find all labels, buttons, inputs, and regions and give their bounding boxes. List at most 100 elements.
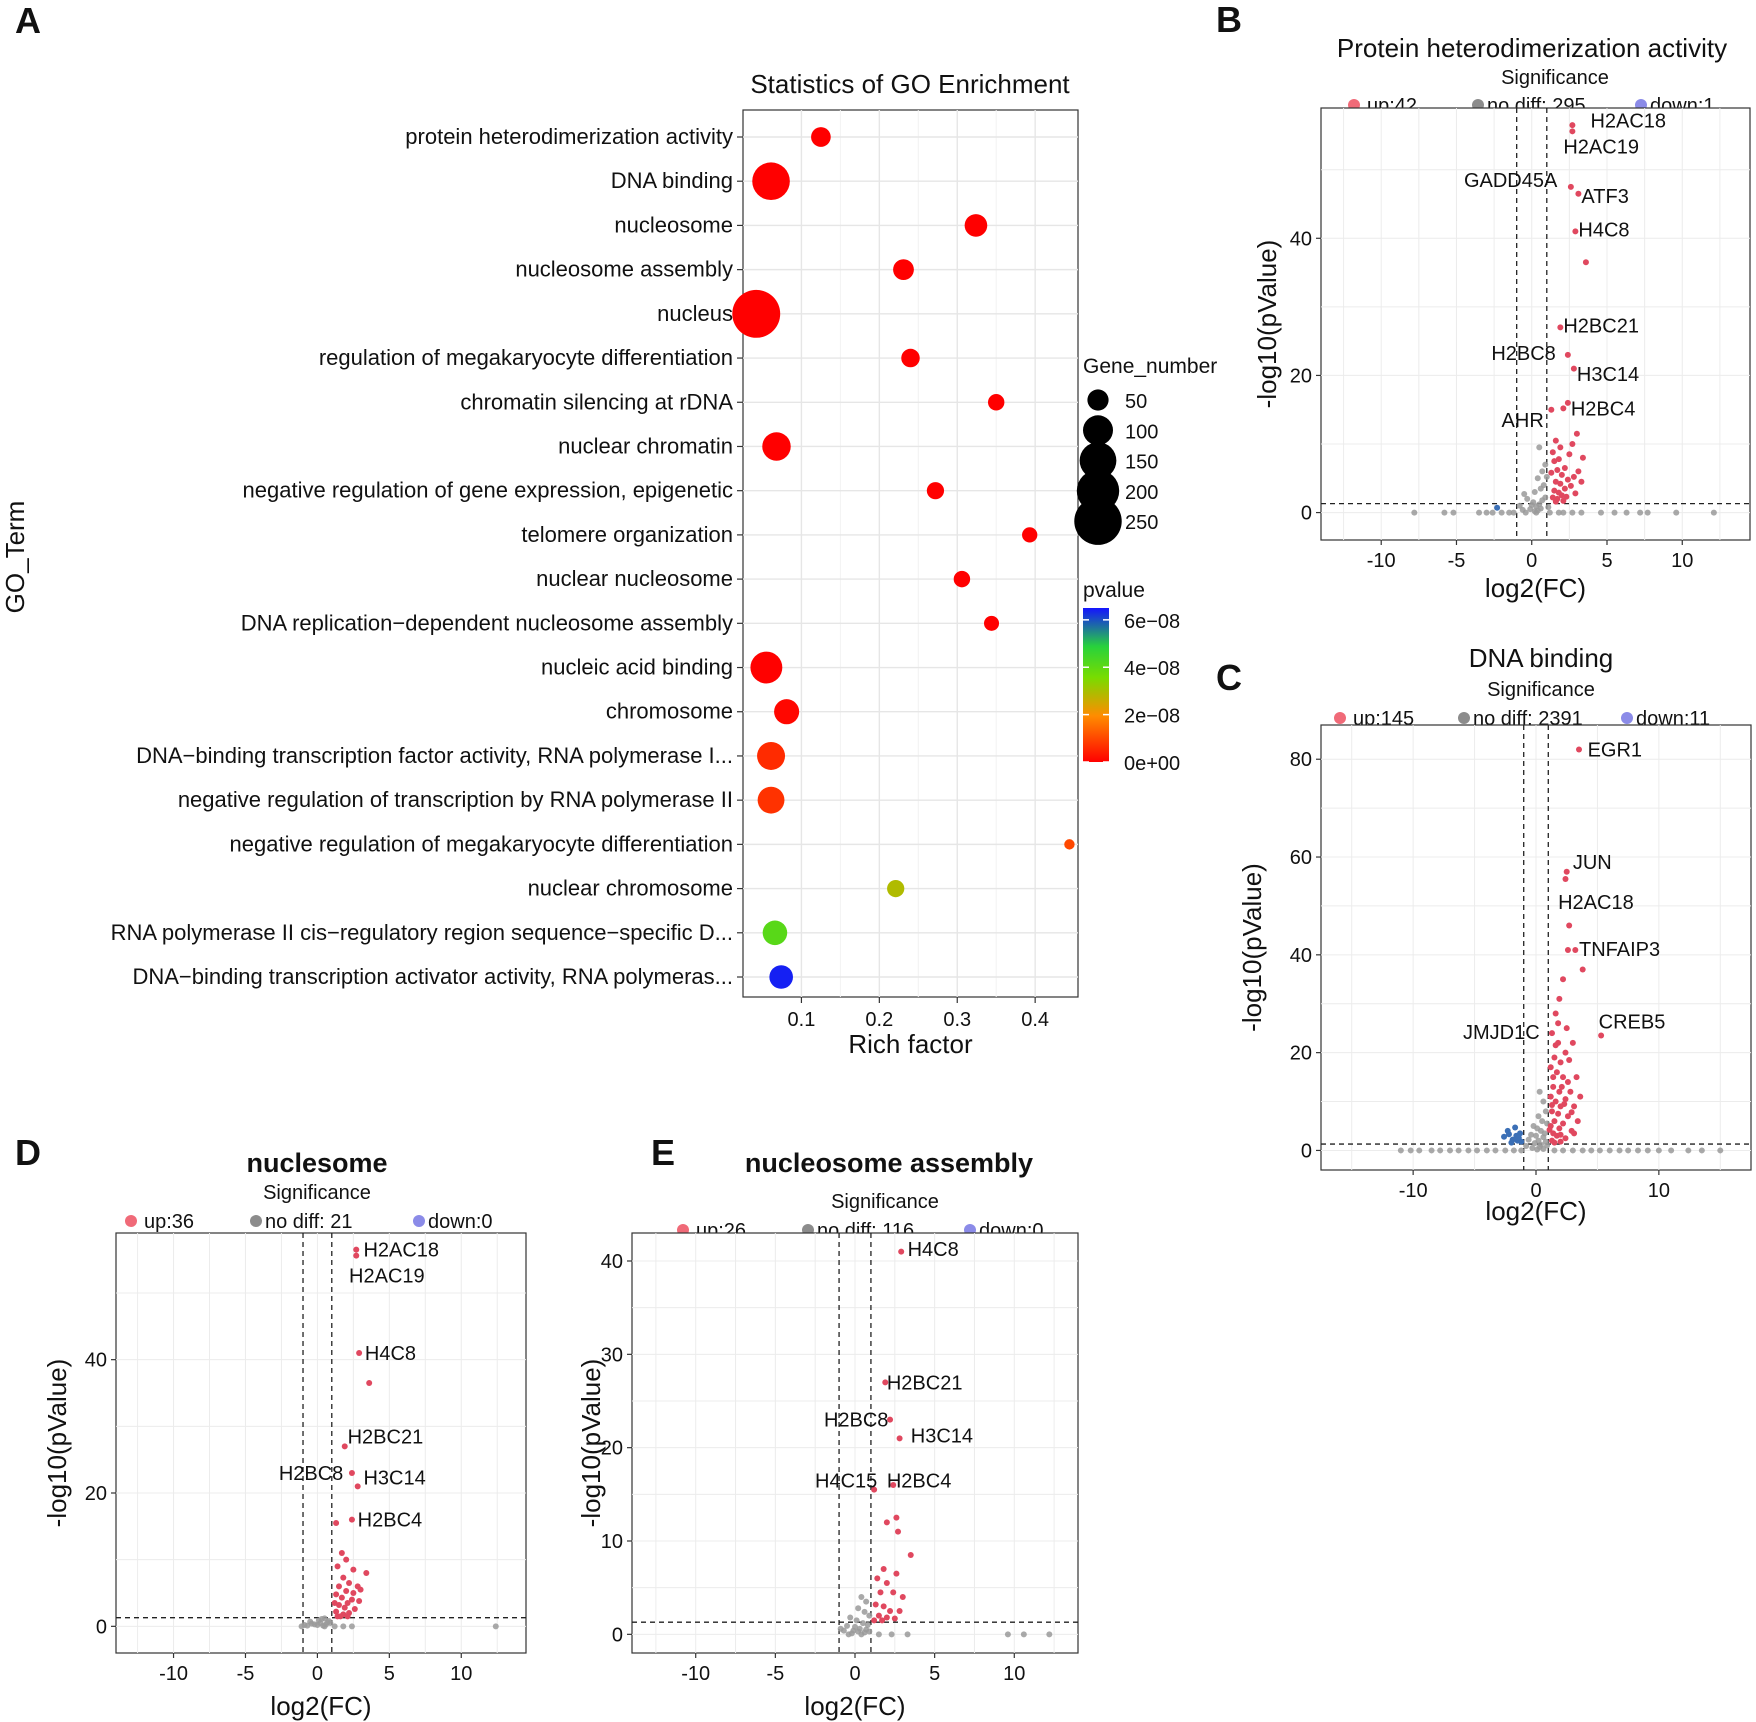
x-tick-label: 0 [1526, 550, 1537, 572]
up-point [1562, 1135, 1569, 1142]
nodiff-point [1569, 509, 1576, 516]
nodiff-point [1717, 1147, 1724, 1154]
term-label: DNA−binding transcription activator acti… [132, 964, 733, 989]
nodiff-point [308, 1620, 315, 1627]
x-tick-label: 0 [1530, 1180, 1541, 1202]
term-point [1022, 527, 1038, 543]
up-point [357, 1586, 364, 1593]
up-point [1564, 1078, 1571, 1085]
up-point [1547, 1093, 1554, 1100]
up-point [1552, 1010, 1559, 1017]
up-point [1558, 471, 1565, 478]
up-point [898, 1248, 905, 1255]
nodiff-point [1407, 1147, 1414, 1154]
term-point [762, 920, 788, 946]
nodiff-point [853, 1617, 860, 1624]
panel-b: B Protein heterodimerization activity Sign… [1216, 0, 1751, 603]
term-point [750, 651, 783, 684]
nodiff-point [298, 1623, 305, 1630]
nodiff-point [863, 1598, 870, 1605]
gene-label: TNFAIP3 [1579, 939, 1660, 961]
up-point [1560, 1074, 1567, 1081]
gene-label: H2BC8 [279, 1463, 343, 1485]
y-axis-label: -log10(pValue) [1237, 863, 1267, 1032]
gene-label: H2BC21 [348, 1426, 424, 1448]
gene-label: H2AC18 [1558, 892, 1634, 914]
term-label: regulation of megakaryocyte differentiat… [319, 345, 733, 370]
gene-label: H2BC21 [887, 1372, 963, 1394]
legend-down-key [413, 1215, 425, 1227]
nodiff-point [1521, 491, 1528, 498]
nodiff-point [1578, 509, 1585, 516]
up-point [1556, 995, 1563, 1002]
size-legend-label: 100 [1125, 421, 1158, 443]
up-point [344, 1613, 351, 1620]
nodiff-point [1004, 1631, 1011, 1638]
term-point [811, 127, 831, 147]
up-point [1558, 1083, 1565, 1090]
nodiff-point [340, 1623, 347, 1630]
term-label: negative regulation of transcription by … [178, 787, 733, 812]
up-point [882, 1379, 889, 1386]
nodiff-point [1540, 1134, 1547, 1141]
up-point [333, 1520, 340, 1526]
up-point [895, 1528, 902, 1535]
significance-title: Significance [1501, 67, 1609, 89]
up-point [1557, 324, 1564, 331]
nodiff-point [1510, 509, 1517, 516]
x-tick-label: -5 [237, 1663, 255, 1685]
gene-label: H4C8 [1578, 219, 1629, 241]
nodiff-point [348, 1623, 355, 1630]
plot-panel [115, 1232, 527, 1654]
up-point [350, 1566, 357, 1573]
up-point [1571, 1103, 1578, 1110]
nodiff-point [1698, 1147, 1705, 1154]
up-point [1577, 1093, 1584, 1100]
term-label: chromosome [606, 699, 733, 724]
nodiff-point [1476, 509, 1483, 516]
term-point [953, 570, 971, 588]
nodiff-point [1535, 1113, 1542, 1120]
nodiff-point [314, 1622, 321, 1628]
up-point [354, 1483, 361, 1490]
size-legend-title: Gene_number [1083, 355, 1217, 378]
up-point [341, 1604, 348, 1611]
down-point [1501, 1133, 1508, 1140]
gridlines [116, 1233, 526, 1653]
term-point [1064, 839, 1075, 850]
up-point [1563, 868, 1570, 875]
gene-label: H4C8 [908, 1239, 959, 1261]
gene-label: CREB5 [1599, 1011, 1666, 1033]
up-point [1598, 1032, 1605, 1039]
term-label: nucleosome [614, 212, 733, 237]
plot-title: DNA binding [1469, 643, 1614, 673]
plot-panel [1320, 107, 1751, 541]
colorbar-label: 0e+00 [1124, 753, 1180, 775]
up-point [871, 1486, 878, 1493]
nodiff-point [1685, 1147, 1692, 1154]
nodiff-point [1522, 509, 1529, 516]
nodiff-point [1525, 1136, 1532, 1143]
up-point [1560, 976, 1567, 983]
up-point [331, 1600, 338, 1606]
gene-label: H2AC18 [1590, 110, 1666, 132]
nodiff-point [1437, 1147, 1444, 1154]
legend-up-label: up:36 [144, 1211, 194, 1233]
up-point [1573, 430, 1580, 437]
down-point [1494, 504, 1501, 511]
gene-label: H2BC8 [824, 1410, 888, 1432]
term-point [757, 786, 785, 814]
nodiff-point [1506, 509, 1513, 516]
up-point [1579, 966, 1586, 973]
y-tick-label: 40 [1290, 945, 1312, 967]
plot-title: Protein heterodimerization activity [1337, 33, 1727, 63]
nodiff-point [1560, 509, 1567, 516]
size-legend-label: 150 [1125, 452, 1158, 474]
nodiff-point [1536, 1088, 1543, 1095]
colorbar-label: 2e−08 [1124, 706, 1180, 728]
up-point [1548, 1030, 1555, 1037]
up-point [350, 1590, 357, 1596]
y-tick-label: 40 [1290, 228, 1312, 250]
nodiff-point [1516, 502, 1523, 509]
